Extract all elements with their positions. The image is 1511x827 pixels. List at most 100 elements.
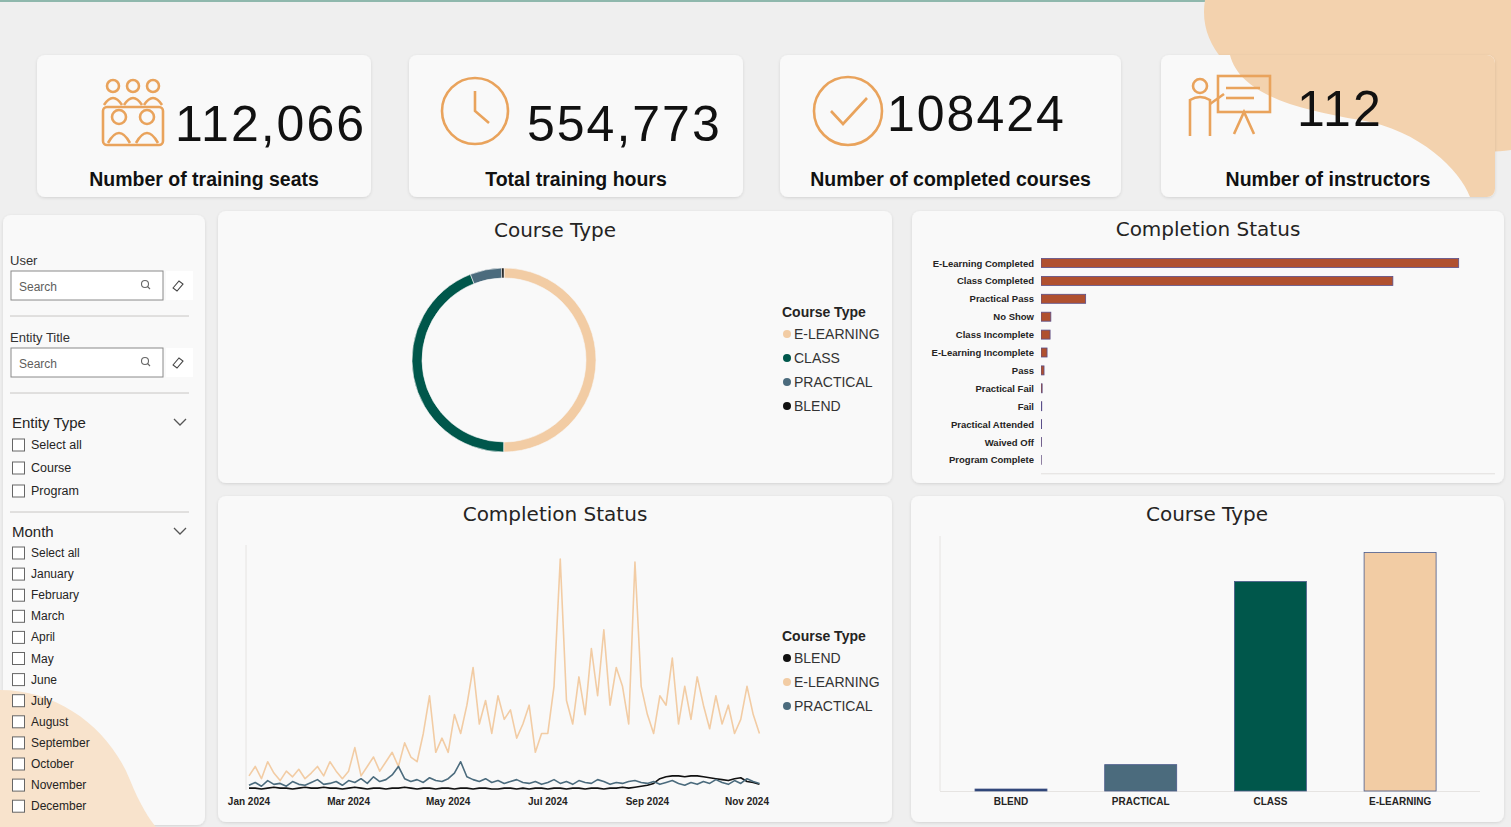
checkbox[interactable] [13, 610, 25, 622]
tick-label: BLEND [994, 796, 1028, 807]
bars [975, 553, 1436, 791]
checkbox[interactable] [13, 716, 25, 728]
slicer-title: Month [12, 523, 54, 540]
donut [412, 268, 596, 452]
checkbox[interactable] [13, 779, 25, 791]
checkbox[interactable] [13, 695, 25, 707]
legend-swatch [783, 402, 791, 410]
slice [502, 268, 504, 278]
series-line [249, 559, 759, 780]
bar [1041, 330, 1050, 339]
axis-line [940, 536, 941, 791]
divider [10, 512, 189, 513]
slicer-option: Program [31, 484, 79, 498]
icon-part [107, 80, 119, 92]
legend-swatch [783, 330, 791, 338]
slicer-option: February [31, 588, 79, 602]
chevron[interactable] [174, 528, 186, 534]
tick-label: Practical Attended [951, 419, 1034, 430]
axis-line [246, 545, 247, 790]
kpi-value: 108424 [887, 86, 1066, 142]
checkbox[interactable] [13, 800, 25, 812]
slicer-option: January [31, 567, 74, 581]
legend-swatch [783, 678, 791, 686]
bar [1041, 259, 1459, 268]
chart-panel [911, 496, 1504, 822]
tick-label: Fail [1018, 401, 1034, 412]
icon-part [108, 133, 130, 143]
kpi-value: 112 [1297, 81, 1383, 137]
bar [1234, 581, 1306, 791]
kpi-label: Number of completed courses [810, 168, 1091, 190]
icon-part [147, 80, 159, 92]
kpi-card [409, 55, 743, 197]
icon-part [1226, 87, 1260, 90]
chevron[interactable] [174, 419, 186, 425]
slicer-option: April [31, 630, 55, 644]
slicer-option: Course [31, 461, 71, 475]
tick-label: PRACTICAL [1112, 796, 1170, 807]
checkbox[interactable] [13, 485, 25, 497]
icon-part [1190, 97, 1210, 136]
bar [1041, 294, 1086, 303]
checkbox[interactable] [13, 758, 25, 770]
kpi-card [37, 55, 371, 197]
search-box[interactable] [11, 348, 163, 377]
checkbox[interactable] [13, 589, 25, 601]
search-icon [148, 364, 151, 367]
checkbox[interactable] [13, 674, 25, 686]
bar [1041, 402, 1042, 411]
checkbox[interactable] [13, 631, 25, 643]
icon-part [814, 77, 882, 145]
slicer-option: September [31, 736, 90, 750]
checkbox[interactable] [13, 462, 25, 474]
bar [1041, 366, 1044, 375]
slicer-option: May [31, 652, 54, 666]
clear-button[interactable] [166, 348, 193, 377]
tick-label: No Show [993, 311, 1034, 322]
tick-label: Nov 2024 [725, 796, 769, 807]
bar [1041, 384, 1042, 393]
chart-title: Course Type [1146, 502, 1268, 526]
tick-label: Waived Off [985, 437, 1035, 448]
kpi-icon [442, 78, 508, 144]
tick-label: Pass [1012, 365, 1034, 376]
checkbox[interactable] [13, 568, 25, 580]
tick-label: Practical Fail [975, 383, 1034, 394]
bar [1041, 420, 1042, 429]
legend-title: Course Type [782, 304, 866, 320]
search-icon [142, 281, 149, 288]
tick-label: Mar 2024 [327, 796, 370, 807]
slicer-title: Entity Title [10, 330, 70, 345]
legend-swatch [783, 378, 791, 386]
chart-panel [218, 496, 892, 822]
series-line [249, 762, 759, 787]
tick-label: Practical Pass [970, 293, 1034, 304]
checkbox[interactable] [13, 547, 25, 559]
bars [1041, 259, 1459, 465]
bar [1041, 312, 1051, 321]
bar [1364, 553, 1436, 791]
chart-title: Course Type [494, 218, 616, 242]
icon-part [1218, 76, 1270, 112]
legend-label: BLEND [794, 650, 841, 666]
tick-label: CLASS [1253, 796, 1287, 807]
tick-label: Class Completed [957, 275, 1034, 286]
checkbox[interactable] [13, 439, 25, 451]
chart-panel [218, 211, 892, 483]
divider [10, 316, 189, 317]
slicer-option: October [31, 757, 74, 771]
bar [975, 789, 1047, 791]
search-box[interactable] [11, 271, 163, 300]
search-icon [142, 358, 149, 365]
clear-button[interactable] [166, 271, 193, 300]
slicer-option: November [31, 778, 86, 792]
legend-title: Course Type [782, 628, 866, 644]
checkbox[interactable] [13, 737, 25, 749]
legend-label: BLEND [794, 398, 841, 414]
legend-swatch [783, 654, 791, 662]
tick-label: Jan 2024 [228, 796, 271, 807]
slicer-option: December [31, 799, 86, 813]
checkbox[interactable] [13, 653, 25, 665]
lines [249, 559, 759, 789]
